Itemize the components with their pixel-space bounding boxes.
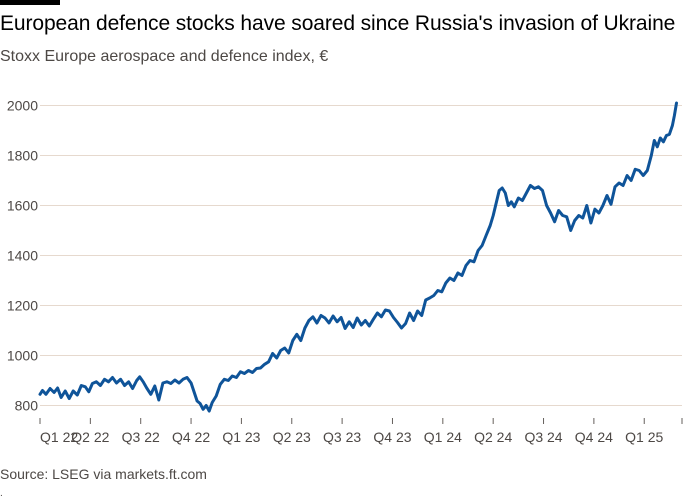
x-tick-label: Q1 24 xyxy=(424,429,462,445)
x-tick-label: Q3 23 xyxy=(323,429,361,445)
series-line-index xyxy=(40,103,677,411)
y-tick-label: 1000 xyxy=(7,348,38,364)
x-tick-label: Q4 24 xyxy=(575,429,613,445)
gridlines xyxy=(40,106,682,406)
x-tick-label: Q3 24 xyxy=(524,429,562,445)
y-tick-label: 1800 xyxy=(7,148,38,164)
y-tick-label: 1200 xyxy=(7,298,38,314)
x-tick-label: Q2 22 xyxy=(71,429,109,445)
y-tick-label: 1600 xyxy=(7,198,38,214)
y-tick-label: 800 xyxy=(15,398,39,414)
footnote-mark: . xyxy=(0,488,3,499)
x-tick-label: Q4 22 xyxy=(172,429,210,445)
source-note: Source: LSEG via markets.ft.com xyxy=(0,466,207,482)
x-tick-label: Q4 23 xyxy=(373,429,411,445)
x-tick-label: Q2 24 xyxy=(474,429,512,445)
y-tick-label: 1400 xyxy=(7,248,38,264)
x-tick-label: Q3 22 xyxy=(122,429,160,445)
x-tick-label: Q2 23 xyxy=(273,429,311,445)
y-tick-label: 2000 xyxy=(7,98,38,114)
x-tick-label: Q1 25 xyxy=(625,429,663,445)
x-tick-label: Q1 23 xyxy=(222,429,260,445)
series-layer xyxy=(40,103,677,411)
y-axis-ticks: 800 1000 1200 1400 1600 1800 2000 xyxy=(7,98,38,414)
